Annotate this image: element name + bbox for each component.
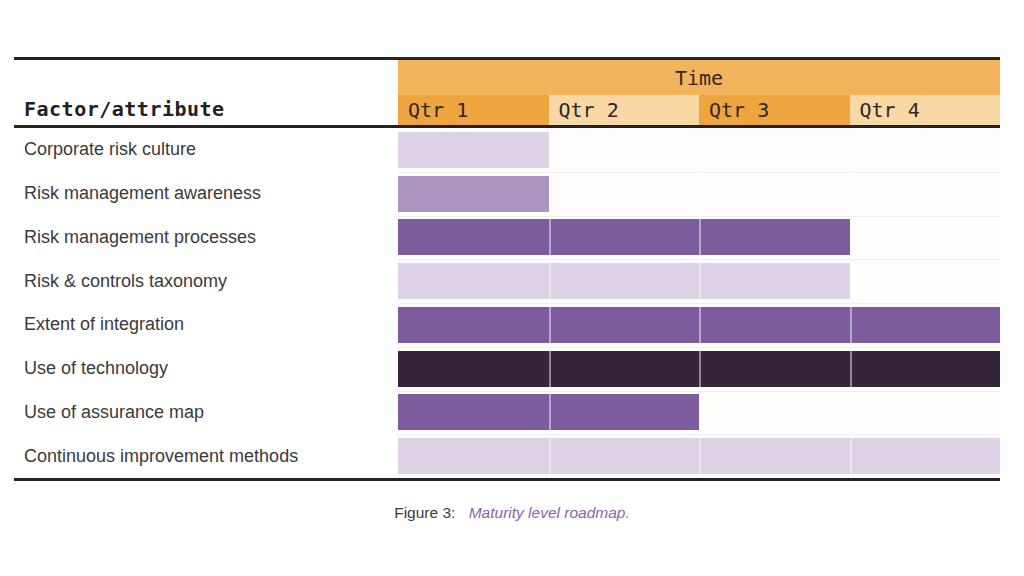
table-row: Risk management awareness xyxy=(14,172,1000,216)
row-label: Corporate risk culture xyxy=(14,128,398,172)
quarter-header-qtr-3: Qtr 3 xyxy=(699,95,850,125)
corner-header-cell: Factor/attribute xyxy=(14,60,398,125)
quarter-header-qtr-1: Qtr 1 xyxy=(398,95,549,125)
row-label: Extent of integration xyxy=(14,303,398,347)
row-label: Risk & controls taxonomy xyxy=(14,259,398,303)
factor-attribute-header: Factor/attribute xyxy=(24,97,225,121)
figure-caption-text: Maturity level roadmap. xyxy=(469,504,630,521)
figure-caption: Figure 3: Maturity level roadmap. xyxy=(0,504,1024,522)
maturity-roadmap-table: Factor/attribute Time Qtr 1Qtr 2Qtr 3Qtr… xyxy=(14,57,1000,481)
table-row: Risk management processes xyxy=(14,216,1000,260)
quarter-gridline xyxy=(850,128,852,478)
table-row: Corporate risk culture xyxy=(14,128,1000,172)
gantt-bar xyxy=(398,176,549,212)
table-row: Risk & controls taxonomy xyxy=(14,259,1000,303)
figure-caption-prefix: Figure 3: xyxy=(394,504,455,521)
table-row: Continuous improvement methods xyxy=(14,434,1000,478)
gantt-bar xyxy=(398,263,850,299)
time-header: Time xyxy=(398,60,1000,95)
quarter-header-qtr-2: Qtr 2 xyxy=(549,95,700,125)
row-label: Risk management processes xyxy=(14,216,398,260)
quarter-header-qtr-4: Qtr 4 xyxy=(850,95,1001,125)
table-row: Use of assurance map xyxy=(14,391,1000,435)
table-bottom-border xyxy=(14,478,1000,481)
table-row: Use of technology xyxy=(14,347,1000,391)
table-body: Corporate risk cultureRisk management aw… xyxy=(14,128,1000,478)
row-label: Continuous improvement methods xyxy=(14,434,398,478)
table-row: Extent of integration xyxy=(14,303,1000,347)
quarter-gridline xyxy=(549,128,551,478)
row-label: Use of assurance map xyxy=(14,391,398,435)
quarter-header-row: Qtr 1Qtr 2Qtr 3Qtr 4 xyxy=(398,95,1000,125)
row-label: Use of technology xyxy=(14,347,398,391)
figure-page: Factor/attribute Time Qtr 1Qtr 2Qtr 3Qtr… xyxy=(0,0,1024,576)
time-columns: Time Qtr 1Qtr 2Qtr 3Qtr 4 xyxy=(398,60,1000,125)
gantt-bar xyxy=(398,219,850,255)
gantt-bar xyxy=(398,132,549,168)
table-header: Factor/attribute Time Qtr 1Qtr 2Qtr 3Qtr… xyxy=(14,60,1000,125)
row-label: Risk management awareness xyxy=(14,172,398,216)
quarter-gridline xyxy=(699,128,701,478)
